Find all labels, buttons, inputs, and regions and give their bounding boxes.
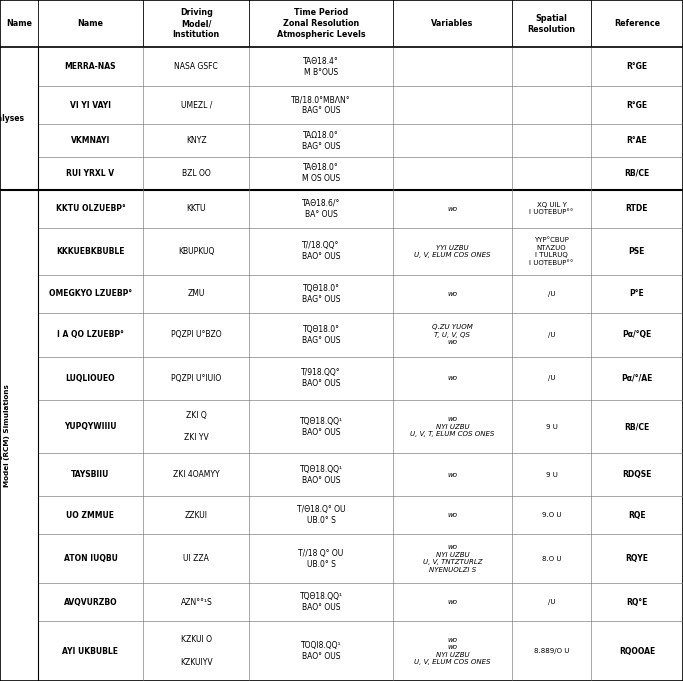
Text: TB/18.0°MBΛN°
BAG° OUS: TB/18.0°MBΛN° BAG° OUS: [291, 95, 351, 115]
Text: UO ZMMUE: UO ZMMUE: [66, 511, 115, 520]
Text: ZMU: ZMU: [188, 289, 205, 298]
Text: RDQSE: RDQSE: [622, 471, 652, 479]
Text: RB/CE: RB/CE: [624, 422, 650, 431]
Text: Arctic CORDEX
Regional Climate
Model (RCM) Simulations: Arctic CORDEX Regional Climate Model (RC…: [0, 384, 10, 487]
Text: /U: /U: [548, 375, 555, 381]
Text: ZKI 4OAMYY: ZKI 4OAMYY: [173, 471, 220, 479]
Text: YYP°CBUP
NTΛZUO
I TULRUQ
I UOTEBUP°°: YYP°CBUP NTΛZUO I TULRUQ I UOTEBUP°°: [529, 237, 574, 266]
Text: /U: /U: [548, 599, 555, 605]
Text: Reanalyses: Reanalyses: [0, 114, 25, 123]
Text: MERRA-NAS: MERRA-NAS: [65, 63, 116, 72]
Text: 8.889/O U: 8.889/O U: [534, 648, 569, 654]
Text: Pα/°/AE: Pα/°/AE: [622, 374, 652, 383]
Text: /U: /U: [548, 291, 555, 297]
Text: AVQVURZBO: AVQVURZBO: [64, 598, 117, 607]
Text: TQΘ18.0°
BAG° OUS: TQΘ18.0° BAG° OUS: [302, 284, 340, 304]
Text: 8.O U: 8.O U: [542, 556, 561, 562]
Text: TQΘ18.0°
BAG° OUS: TQΘ18.0° BAG° OUS: [302, 325, 340, 345]
Text: PQZPI U°IUIO: PQZPI U°IUIO: [171, 374, 221, 383]
Text: YUPQYWIIIU: YUPQYWIIIU: [64, 422, 117, 431]
Text: KKTU: KKTU: [186, 204, 206, 213]
Text: NASA GSFC: NASA GSFC: [174, 63, 219, 72]
Text: TQΘ18.QQ¹
BAO° OUS: TQΘ18.QQ¹ BAO° OUS: [300, 464, 342, 485]
Text: TAYSBIIU: TAYSBIIU: [71, 471, 110, 479]
Text: RQE: RQE: [628, 511, 645, 520]
Text: Driving
Model/
Institution: Driving Model/ Institution: [173, 8, 220, 39]
Text: ZZKUI: ZZKUI: [185, 511, 208, 520]
Text: VKMNAYI: VKMNAYI: [71, 136, 110, 145]
Text: OMEGKYO LZUEBP°: OMEGKYO LZUEBP°: [49, 289, 132, 298]
Text: T/Θ18.Q° OU
UB.0° S: T/Θ18.Q° OU UB.0° S: [296, 505, 346, 525]
Text: Variables: Variables: [431, 19, 474, 28]
Text: wo
NYI UZBU
U, V, TNTZTURLZ
NYENUOLZI S: wo NYI UZBU U, V, TNTZTURLZ NYENUOLZI S: [423, 544, 482, 573]
Text: KBUPKUQ: KBUPKUQ: [178, 247, 214, 256]
Text: T//18 Q° OU
UB.0° S: T//18 Q° OU UB.0° S: [298, 549, 344, 569]
Text: R°GE: R°GE: [626, 63, 647, 72]
Text: PQZPI U°BZO: PQZPI U°BZO: [171, 330, 222, 339]
Text: Spatial
Resolution: Spatial Resolution: [527, 14, 576, 33]
Text: wo: wo: [447, 375, 458, 381]
Text: wo: wo: [447, 512, 458, 518]
Text: RQ°E: RQ°E: [626, 598, 647, 607]
Text: RQOOAE: RQOOAE: [619, 646, 655, 656]
Text: wo: wo: [447, 472, 458, 478]
Text: RB/CE: RB/CE: [624, 169, 650, 178]
Text: R°AE: R°AE: [626, 136, 647, 145]
Text: ZKI Q

ZKI YV: ZKI Q ZKI YV: [184, 411, 209, 442]
Text: Name: Name: [77, 19, 104, 28]
Text: XQ UIL Y
I UOTEBUP°°: XQ UIL Y I UOTEBUP°°: [529, 202, 574, 215]
Text: TQΘ18.QQ¹
BAO° OUS: TQΘ18.QQ¹ BAO° OUS: [300, 592, 342, 612]
Text: RTDE: RTDE: [626, 204, 648, 213]
Text: TAΘ18.6/°
BA° OUS: TAΘ18.6/° BA° OUS: [302, 199, 340, 219]
Text: UI ZZA: UI ZZA: [184, 554, 209, 563]
Text: 9 U: 9 U: [546, 424, 557, 430]
Text: I A QO LZUEBP°: I A QO LZUEBP°: [57, 330, 124, 339]
Text: /U: /U: [548, 332, 555, 338]
Text: 9 U: 9 U: [546, 472, 557, 478]
Text: Reference: Reference: [614, 19, 660, 28]
Text: 9.O U: 9.O U: [542, 512, 561, 518]
Text: YYI UZBU
U, V, ELUM COS ONES: YYI UZBU U, V, ELUM COS ONES: [414, 244, 491, 258]
Text: RQYE: RQYE: [626, 554, 648, 563]
Text: KKKUEBKBUBLE: KKKUEBKBUBLE: [56, 247, 125, 256]
Text: wo: wo: [447, 291, 458, 297]
Text: R°GE: R°GE: [626, 101, 647, 110]
Text: AZN°°¹S: AZN°°¹S: [180, 598, 212, 607]
Text: T/918.QQ°
BAO° OUS: T/918.QQ° BAO° OUS: [301, 368, 341, 388]
Text: KKTU OLZUEBP°: KKTU OLZUEBP°: [55, 204, 126, 213]
Text: KNYZ: KNYZ: [186, 136, 207, 145]
Text: Name: Name: [5, 19, 32, 28]
Text: Time Period
Zonal Resolution
Atmospheric Levels: Time Period Zonal Resolution Atmospheric…: [277, 8, 365, 39]
Text: KZKUI O

KZKUIYV: KZKUI O KZKUIYV: [180, 635, 212, 667]
Text: VI YI VAYI: VI YI VAYI: [70, 101, 111, 110]
Text: TQΘ18.QQ¹
BAO° OUS: TQΘ18.QQ¹ BAO° OUS: [300, 417, 342, 437]
Text: RUI YRXL V: RUI YRXL V: [66, 169, 115, 178]
Text: TOQI8.QQ¹
BAO° OUS: TOQI8.QQ¹ BAO° OUS: [301, 641, 342, 661]
Text: AYI UKBUBLE: AYI UKBUBLE: [63, 646, 118, 656]
Text: P°E: P°E: [630, 289, 644, 298]
Text: BZL OO: BZL OO: [182, 169, 211, 178]
Text: wo: wo: [447, 599, 458, 605]
Text: ATON IUQBU: ATON IUQBU: [64, 554, 117, 563]
Text: Q.ZU YUOM
T, U, V, QS
wo: Q.ZU YUOM T, U, V, QS wo: [432, 324, 473, 345]
Text: Pα/°QE: Pα/°QE: [622, 330, 652, 339]
Text: PSE: PSE: [629, 247, 645, 256]
Text: wo
wo
NYI UZBU
U, V, ELUM COS ONES: wo wo NYI UZBU U, V, ELUM COS ONES: [414, 637, 491, 665]
Text: TAΘ18.0°
M OS OUS: TAΘ18.0° M OS OUS: [302, 163, 340, 183]
Text: LUQLIOUEO: LUQLIOUEO: [66, 374, 115, 383]
Text: TAΘ18.4°
M B°OUS: TAΘ18.4° M B°OUS: [303, 57, 339, 77]
Text: UMEZL /: UMEZL /: [181, 101, 212, 110]
Text: T//18.QQ°
BAO° OUS: T//18.QQ° BAO° OUS: [302, 241, 340, 262]
Text: wo
NYI UZBU
U, V, T, ELUM COS ONES: wo NYI UZBU U, V, T, ELUM COS ONES: [410, 416, 494, 437]
Text: TAΩ18.0°
BAG° OUS: TAΩ18.0° BAG° OUS: [302, 131, 340, 151]
Text: wo: wo: [447, 206, 458, 212]
